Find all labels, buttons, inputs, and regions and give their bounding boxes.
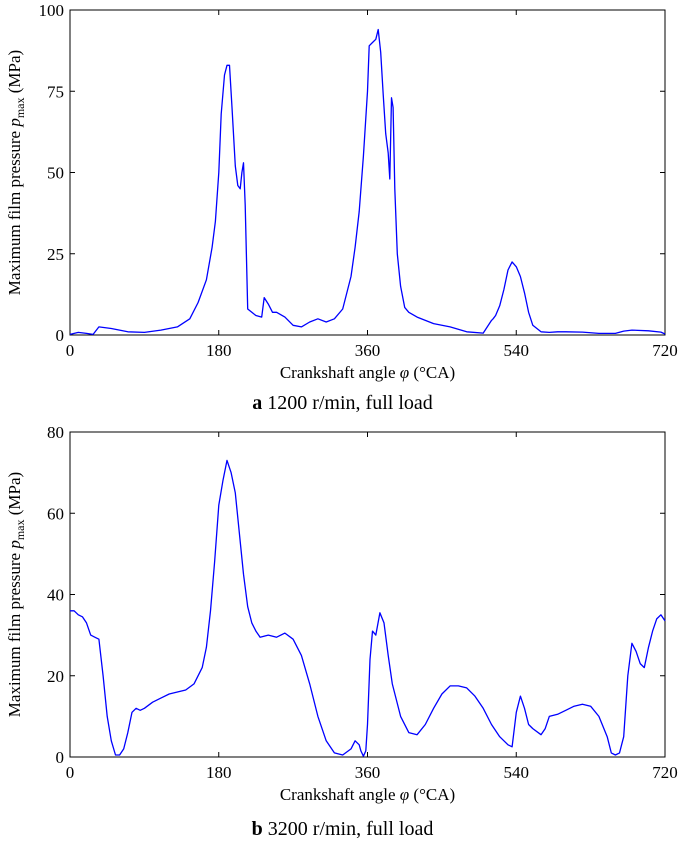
panel-a-xtick-label: 360 — [355, 341, 381, 360]
panel-a-caption-text: 1200 r/min, full load — [267, 392, 433, 414]
panel-b-x-axis-label: Crankshaft angle φ (°CA) — [280, 785, 455, 804]
panel-a-chart: 0 180 360 540 720 0 25 50 75 100 Crankshaft angle … — [5, 1, 678, 382]
panel-b-caption-letter: b — [251, 818, 263, 840]
panel-a-plot-frame — [69, 9, 666, 336]
panel-b-xtick-label: 0 — [66, 763, 75, 782]
panel-a-y-axis-label: Maximum film pressure pmax (MPa) — [5, 50, 27, 295]
panel-b-ytick-label: 0 — [56, 748, 65, 767]
panel-b-y-axis-label: Maximum film pressure pmax (MPa) — [5, 472, 27, 717]
panel-b-xtick-label: 360 — [355, 763, 381, 782]
panel-b-ytick-label: 80 — [47, 423, 64, 442]
panel-b-xtick-label: 180 — [206, 763, 232, 782]
panel-a-caption: a 1200 r/min, full load — [0, 392, 685, 415]
panel-a-ytick-label: 75 — [47, 82, 64, 101]
panel-a-ytick-label: 100 — [39, 1, 65, 20]
panel-b-caption: b 3200 r/min, full load — [0, 818, 685, 841]
panel-a-xtick-label: 180 — [206, 341, 232, 360]
panel-b-chart: 0 180 360 540 720 0 20 40 60 80 Crankshaft angle φ… — [5, 423, 678, 804]
panel-b-caption-text: 3200 r/min, full load — [267, 818, 434, 840]
panel-a-xtick-label: 540 — [504, 341, 530, 360]
panel-b-series-line — [70, 459, 666, 757]
panel-a-ytick-label: 0 — [56, 326, 65, 345]
panel-a-ytick-label: 25 — [47, 245, 64, 264]
panel-a-x-axis-label: Crankshaft angle φ (°CA) — [280, 363, 455, 382]
panel-b-xtick-label: 720 — [652, 763, 678, 782]
panel-a-caption-letter: a — [252, 392, 263, 414]
panel-a-series-line — [69, 28, 666, 336]
panel-b-ytick-label: 20 — [47, 667, 64, 686]
panel-a-xtick-label: 0 — [66, 341, 75, 360]
panel-b-ytick-label: 60 — [47, 504, 64, 523]
panel-b-xtick-label: 540 — [504, 763, 530, 782]
panel-a-xtick-label: 720 — [652, 341, 678, 360]
panel-b-ytick-label: 40 — [47, 586, 64, 605]
panel-a-ytick-label: 50 — [47, 164, 64, 183]
